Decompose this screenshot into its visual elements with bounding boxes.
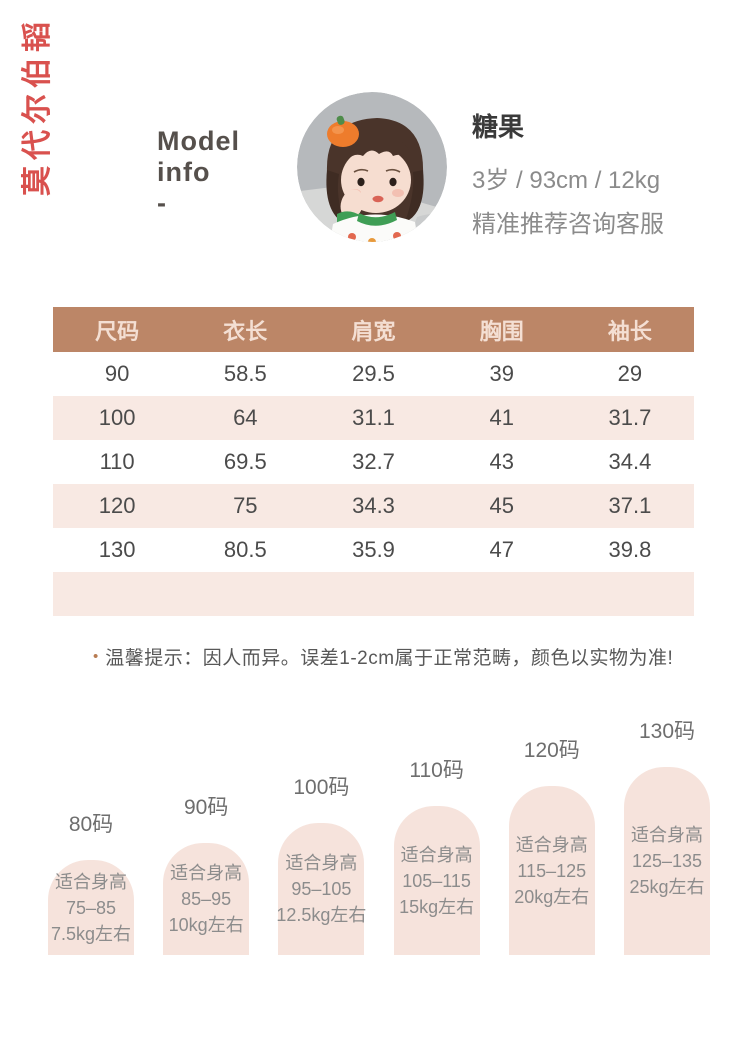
size-bar-label: 100码 [293,776,350,799]
size-recommendation-chart: 80码适合身高 75–85 7.5kg左右 90码适合身高 85–95 10kg左右 100… [0,700,750,955]
size-bar-label: 130码 [638,720,696,743]
size-table-cell: 32.7 [352,449,395,474]
size-table-header-cell: 肩宽 [351,318,396,344]
size-bar: 适合身高 85–95 10kg左右 [163,843,250,955]
size-table-row: 90 58.5 29.5 39 29 [53,352,694,396]
size-table-cell: 29 [617,361,643,386]
model-heading-line2: info [157,157,211,187]
size-bar-text-line: 125–135 [631,851,703,871]
size-bar: 适合身高 75–85 7.5kg左右 [48,860,134,955]
size-table-cell: 39.8 [608,537,652,562]
size-bar-text: 适合身高 115–125 20kg左右 [514,832,589,910]
size-bar-text-line: 95–105 [291,879,352,899]
size-bar-text-line: 20kg左右 [514,886,590,907]
model-heading-line1: Model [157,126,240,156]
size-bar-text-line: 适合身高 [400,844,473,865]
size-table-cell: 31.1 [352,405,395,430]
size-bar-text-line: 25kg左右 [629,877,705,897]
size-table-row: 130 80.5 35.9 47 39.8 [53,528,694,572]
size-table-cell: 39 [489,361,514,386]
size-table-cell: 75 [233,493,258,518]
size-table-cell: 90 [104,361,130,386]
size-table-cell: 29.5 [352,361,395,386]
size-table-empty-row [53,572,694,616]
size-bar-group: 80码适合身高 75–85 7.5kg左右 [48,700,134,955]
size-bar-group: 130码适合身高 125–135 25kg左右 [624,700,710,955]
size-table: 尺码 衣长 肩宽 胸围 袖长 90 58.5 29.5 39 29 100 64 31.1 41 31.7… [53,307,694,616]
size-table-cell: 35.9 [352,537,395,562]
size-bar-text-line: 115–125 [517,860,587,881]
size-table-header-cell: 衣长 [223,318,268,344]
size-bar-text-line: 适合身高 [515,834,588,855]
size-bar-group: 100码适合身高 95–105 12.5kg左右 [276,700,366,955]
size-bar-text-line: 10kg左右 [168,915,244,935]
size-table-cell: 43 [489,449,514,474]
size-bar-label: 110码 [409,759,464,782]
size-table-body: 90 58.5 29.5 39 29 100 64 31.1 41 31.7 110 69.5 32.7… [53,352,694,572]
size-bar-text-line: 适合身高 [630,825,703,845]
size-table-cell: 58.5 [223,361,267,386]
size-bar-text-line: 15kg左右 [399,896,475,917]
size-bar-text-line: 85–95 [181,889,232,909]
size-bar-text: 适合身高 85–95 10kg左右 [169,860,244,938]
model-photo-icon [297,92,447,242]
size-bar-label: 90码 [184,796,229,819]
model-service-note: 精准推荐咨询客服 [472,211,664,238]
size-bar: 适合身高 105–115 15kg左右 [393,806,480,955]
size-bar-text: 适合身高 105–115 15kg左右 [399,842,474,920]
size-table-cell: 69.5 [223,449,267,474]
size-bar-group: 90码适合身高 85–95 10kg左右 [163,700,250,955]
size-table-cell: 34.4 [608,449,652,474]
model-stats: 3岁 / 93cm / 12kg [472,167,661,194]
size-bar-text: 适合身高 125–135 25kg左右 [629,822,704,900]
size-bar-text: 适合身高 75–85 7.5kg左右 [51,869,131,947]
size-bar-text-line: 适合身高 [54,871,127,892]
size-bar: 适合身高 115–125 20kg左右 [508,786,595,955]
size-table-cell: 110 [99,449,135,474]
size-bar: 适合身高 95–105 12.5kg左右 [276,823,366,955]
size-bar-group: 110码适合身高 105–115 15kg左右 [393,700,480,955]
size-table-header-row: 尺码 衣长 肩宽 胸围 袖长 [53,307,694,352]
size-table-row: 110 69.5 32.7 43 34.4 [53,440,694,484]
size-bar-text-line: 12.5kg左右 [276,905,367,925]
size-table-cell: 47 [489,537,514,562]
child-model-illustration [297,92,447,242]
size-table-header-cell: 胸围 [479,318,524,344]
size-table-cell: 45 [489,493,514,518]
size-bar-text: 适合身高 95–105 12.5kg左右 [276,850,366,928]
model-name: 糖果 [472,112,525,142]
size-table-cell: 120 [98,493,136,518]
size-table-header-cell: 尺码 [95,318,140,344]
size-table-cell: 31.7 [608,405,652,430]
size-table-cell: 37.1 [608,493,652,518]
brand-vertical-text: 莫代尔伯韬 [21,16,54,196]
size-bar-text-line: 105–115 [402,870,471,891]
size-table-row: 120 75 34.3 45 37.1 [53,484,694,528]
size-table-row: 100 64 31.1 41 31.7 [53,396,694,440]
model-info-heading: Model info - [157,126,240,219]
size-bar: 适合身高 125–135 25kg左右 [624,767,710,955]
size-table-cell: 64 [233,405,258,430]
size-table-cell: 41 [489,405,514,430]
size-bar-text-line: 7.5kg左右 [50,923,132,944]
size-table-cell: 80.5 [223,537,267,562]
size-bar-label: 120码 [523,739,580,762]
size-table-cell: 34.3 [352,493,395,518]
size-table-cell: 100 [98,405,136,430]
size-bar-group: 120码适合身高 115–125 20kg左右 [508,700,595,955]
size-table-cell: 130 [98,537,136,562]
size-bar-text-line: 适合身高 [285,853,358,873]
size-bar-text-line: 75–85 [65,897,117,918]
size-table-header-cell: 袖长 [607,318,652,344]
size-bar-text-line: 适合身高 [170,863,243,883]
size-bar-label: 80码 [68,813,114,836]
model-heading-dash: - [157,188,167,218]
model-details: 糖果 3岁 / 93cm / 12kg 精准推荐咨询客服 [472,107,664,239]
size-tip: • 温馨提示：因人而异。误差1-2cm属于正常范畴，颜色以实物为准! [93,643,673,670]
tip-text: 温馨提示：因人而异。误差1-2cm属于正常范畴，颜色以实物为准! [105,648,674,669]
bullet-icon: • [93,648,99,665]
